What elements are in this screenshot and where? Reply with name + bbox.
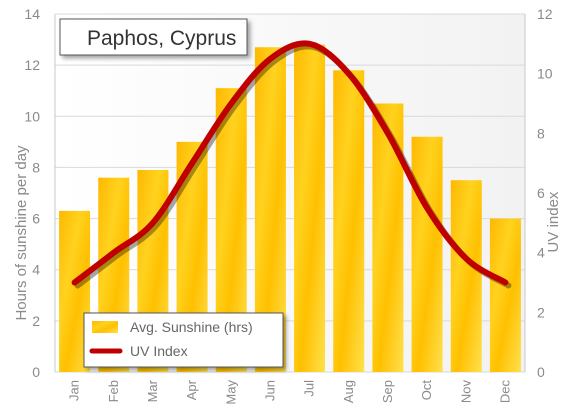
x-tick-label: Aug [341, 380, 356, 403]
sunshine-bar-sep [372, 103, 404, 372]
right-axis-ticks: 0 2 4 6 8 10 12 [537, 6, 553, 380]
x-tick-label: Jun [262, 380, 277, 401]
sunshine-bar-nov [450, 180, 482, 372]
x-tick-label: Jul [302, 380, 317, 397]
y-right-tick-label: 10 [537, 66, 553, 82]
sunshine-bar-aug [333, 70, 365, 372]
uv-index-line [71, 40, 509, 286]
x-tick-label: Dec [497, 380, 512, 404]
sunshine-bar-jul [294, 44, 326, 372]
y-right-tick-label: 12 [537, 6, 553, 22]
y-tick-label: 4 [32, 262, 40, 278]
y-right-tick-label: 8 [537, 125, 545, 141]
x-axis-ticks: Jan Feb Mar Apr May Jun Jul Aug Sep Oct Nov Dec [67, 379, 513, 404]
y-tick-label: 8 [32, 159, 40, 175]
y-right-tick-label: 6 [537, 185, 545, 201]
y-right-tick-label: 0 [537, 364, 545, 380]
x-tick-label: Oct [419, 380, 434, 401]
y-right-tick-label: 2 [537, 304, 545, 320]
sunshine-bar-dec [489, 218, 521, 372]
legend: Avg. Sunshine (hrs) UV Index [83, 312, 284, 368]
x-tick-label: Feb [106, 380, 121, 402]
x-tick-label: Apr [184, 379, 199, 400]
y-right-tick-label: 4 [537, 245, 545, 261]
chart-title-box: Paphos, Cyprus [59, 18, 248, 56]
legend-uv-label: UV Index [130, 343, 188, 359]
grid-lines [54, 13, 526, 373]
x-tick-label: May [223, 380, 238, 405]
legend-sunshine-swatch [92, 321, 118, 333]
y-axis-title: Hours of sunshine per day [13, 145, 30, 321]
y-axis-right-title: UV index [545, 191, 562, 252]
x-tick-label: Sep [380, 380, 395, 403]
sunshine-bar-oct [411, 136, 443, 372]
chart-title: Paphos, Cyprus [87, 27, 236, 50]
x-tick-label: Jan [67, 380, 82, 401]
y-tick-label: 14 [24, 6, 40, 22]
y-tick-label: 10 [24, 108, 40, 124]
uv-line-group [71, 40, 512, 289]
x-tick-label: Mar [145, 379, 160, 402]
y-tick-label: 0 [32, 364, 40, 380]
left-axis-ticks: 0 2 4 6 8 10 12 14 [24, 6, 40, 380]
legend-sunshine-label: Avg. Sunshine (hrs) [130, 319, 253, 335]
y-tick-label: 6 [32, 211, 40, 227]
y-tick-label: 2 [32, 313, 40, 329]
plot-background [55, 14, 525, 372]
x-tick-label: Nov [458, 380, 473, 404]
y-tick-label: 12 [24, 57, 40, 73]
